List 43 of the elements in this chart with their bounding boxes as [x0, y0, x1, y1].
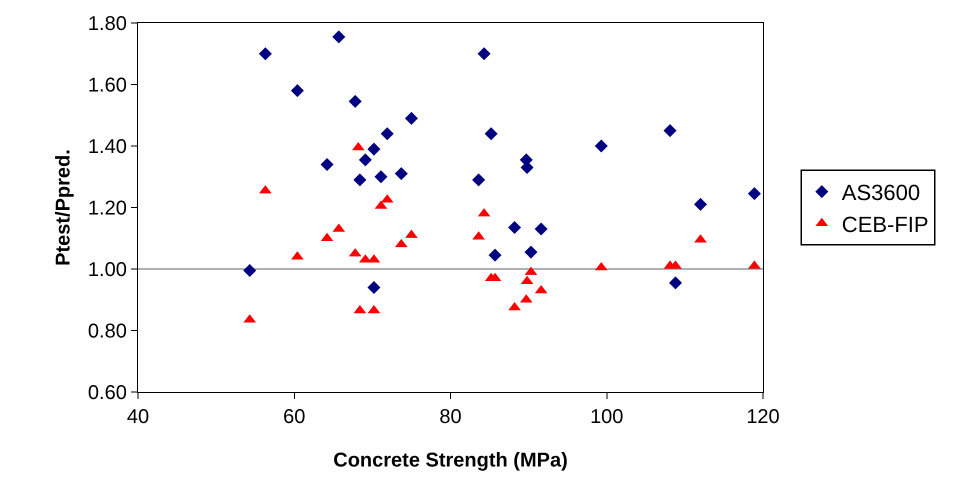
- point: [348, 94, 362, 108]
- point: [258, 47, 272, 60]
- y-tick-label: 0.80: [88, 320, 127, 342]
- point: [367, 280, 380, 294]
- y-tick-label: 1.60: [88, 74, 127, 96]
- x-axis-title: Concrete Strength (MPa): [333, 450, 568, 472]
- y-tick-label: 1.00: [88, 259, 127, 281]
- x-tick-label: 40: [126, 406, 150, 428]
- point: [290, 84, 304, 98]
- point: [472, 173, 486, 186]
- point: [374, 170, 388, 184]
- point: [520, 161, 534, 174]
- point: [332, 30, 346, 44]
- legend-label: AS3600: [842, 180, 920, 206]
- point: [367, 142, 380, 156]
- y-tick-label: 1.40: [88, 136, 127, 158]
- point: [669, 276, 682, 290]
- point: [320, 158, 334, 171]
- y-tick-label: 1.20: [88, 198, 127, 220]
- point: [748, 187, 761, 200]
- point: [524, 246, 538, 259]
- point: [484, 127, 498, 140]
- point: [353, 173, 366, 186]
- point: [694, 198, 707, 211]
- point: [664, 124, 677, 138]
- y-tick-label: 1.80: [88, 13, 127, 35]
- point: [243, 264, 256, 278]
- point: [358, 153, 372, 166]
- point: [380, 127, 394, 140]
- x-tick-label: 120: [746, 406, 780, 428]
- y-axis-title: Ptest/Ppred.: [52, 149, 74, 266]
- point: [534, 222, 548, 236]
- point: [594, 140, 608, 152]
- x-tick-label: 80: [439, 406, 462, 428]
- point: [394, 167, 408, 180]
- legend-label: CEB-FIP: [842, 212, 929, 237]
- point: [404, 112, 418, 125]
- y-tick-label: 0.60: [88, 382, 127, 404]
- point: [508, 220, 522, 234]
- point: [488, 248, 502, 262]
- x-tick-label: 60: [283, 406, 306, 428]
- x-tick-label: 100: [590, 406, 624, 428]
- point: [478, 47, 491, 60]
